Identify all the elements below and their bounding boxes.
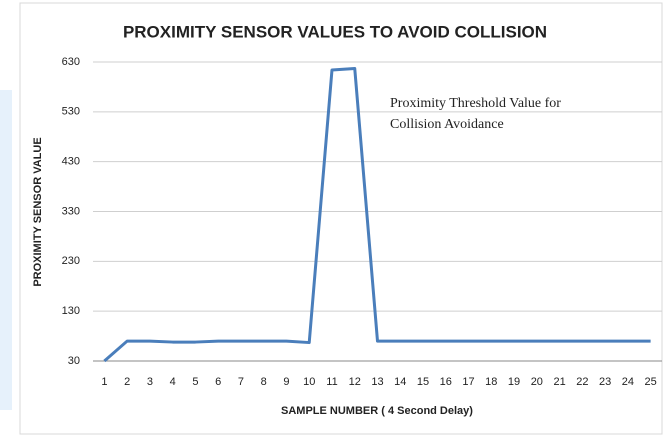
x-tick-label: 24	[622, 376, 634, 388]
x-tick-label: 18	[485, 376, 497, 388]
x-tick-label: 12	[349, 376, 361, 388]
x-tick-label: 17	[462, 376, 474, 388]
x-tick-label: 6	[215, 376, 221, 388]
x-tick-label: 23	[599, 376, 611, 388]
x-tick-label: 19	[508, 376, 520, 388]
data-line	[103, 66, 651, 363]
chart-frame	[19, 2, 663, 435]
x-tick-label: 14	[394, 376, 406, 388]
x-tick-label: 9	[283, 376, 289, 388]
x-tick-label: 2	[124, 376, 130, 388]
x-tick-label: 10	[303, 376, 315, 388]
x-tick-label: 4	[170, 376, 176, 388]
x-tick-label: 1	[101, 376, 107, 388]
x-tick-label: 22	[576, 376, 588, 388]
chart-title: PROXIMITY SENSOR VALUES TO AVOID COLLISI…	[123, 22, 547, 41]
annotation: Collision Avoidance	[390, 117, 504, 132]
x-tick-label: 25	[644, 376, 656, 388]
x-tick-label: 8	[261, 376, 267, 388]
x-tick-label: 13	[371, 376, 383, 388]
y-tick-label: 30	[68, 355, 80, 367]
x-tick-label: 15	[417, 376, 429, 388]
y-tick-label: 230	[62, 255, 80, 267]
y-tick-label: 430	[62, 156, 80, 168]
y-tick-label: 630	[62, 56, 80, 68]
x-tick-label: 7	[238, 376, 244, 388]
y-tick-label: 530	[62, 106, 80, 118]
annotation: Proximity Threshold Value for	[390, 96, 561, 111]
y-axis-label: PROXIMITY SENSOR VALUE	[32, 137, 44, 286]
x-tick-label: 16	[440, 376, 452, 388]
x-tick-label: 21	[553, 376, 565, 388]
x-tick-label: 20	[531, 376, 543, 388]
x-axis-label: SAMPLE NUMBER ( 4 Second Delay)	[281, 405, 473, 417]
y-tick-label: 130	[62, 305, 80, 317]
x-tick-label: 5	[192, 376, 198, 388]
side-strip	[0, 90, 12, 410]
y-tick-label: 330	[62, 205, 80, 217]
x-tick-label: 3	[147, 376, 153, 388]
x-tick-label: 11	[326, 376, 337, 388]
